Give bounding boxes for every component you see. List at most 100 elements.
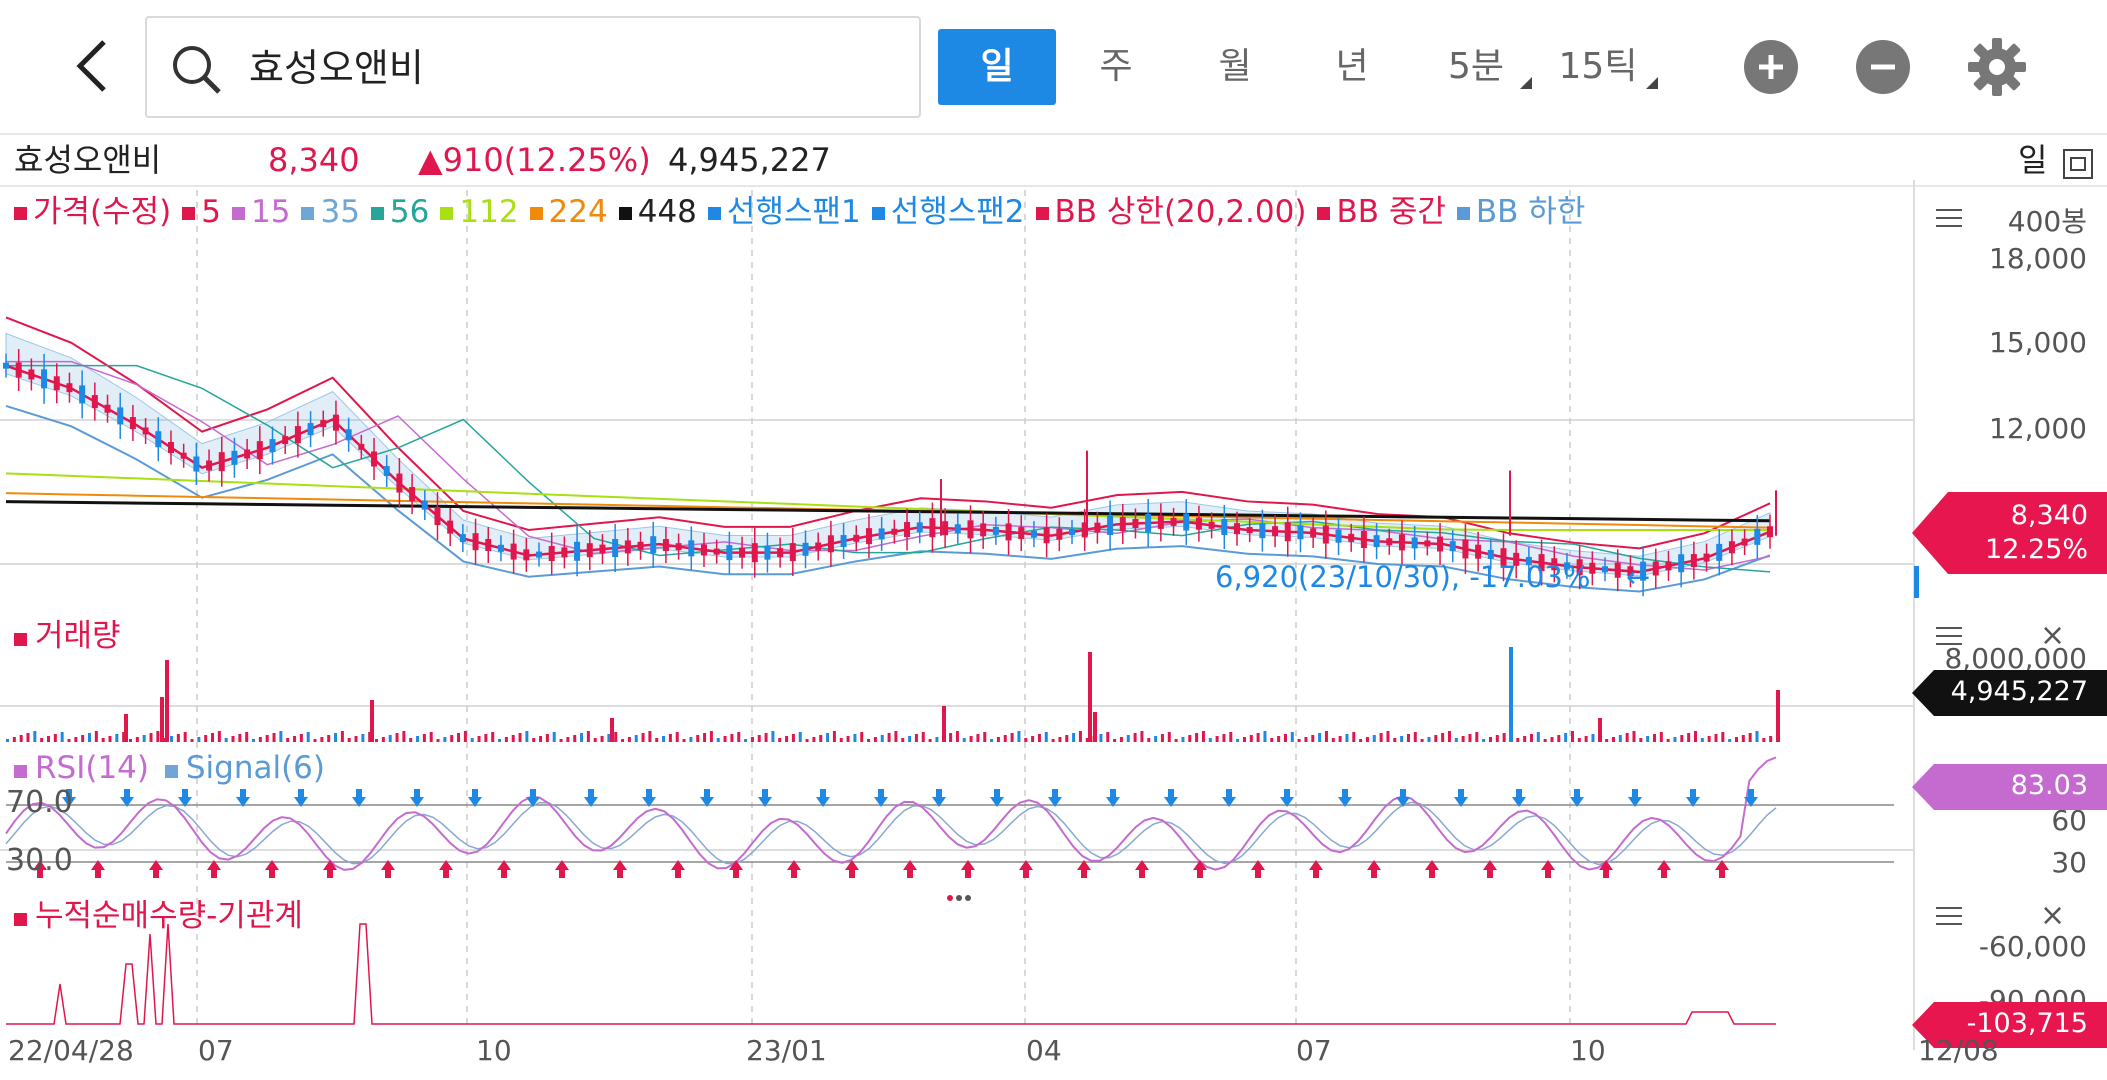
volume-bar (1639, 738, 1643, 742)
price-panel-menu-icon[interactable] (1936, 208, 1962, 228)
tab-day[interactable]: 일 (938, 29, 1056, 105)
candle-body (1602, 566, 1609, 573)
volume-bar (1632, 731, 1636, 742)
back-arrow-icon[interactable] (66, 36, 126, 96)
volume-bar (648, 731, 652, 742)
candle-body (1107, 515, 1114, 535)
legend-item: BB 하한 (1456, 190, 1585, 234)
volume-bar (224, 738, 228, 742)
sell-signal-arrow-icon (1338, 789, 1352, 807)
candle-body (1500, 548, 1507, 567)
volume-bar (272, 733, 276, 742)
volume-bar (1379, 733, 1383, 742)
candle-body (129, 417, 136, 430)
candle-body (1221, 519, 1228, 536)
volume-bar (880, 735, 884, 742)
volume-bar (6, 739, 9, 742)
volume-bar (320, 737, 324, 742)
settings-gear-icon[interactable] (1966, 36, 2028, 98)
candle-body (1069, 529, 1076, 536)
volume-bar (983, 732, 987, 742)
candle-body (992, 526, 999, 535)
candle-body (1195, 517, 1202, 530)
stock-search-field[interactable]: 효성오앤비 (145, 16, 921, 118)
volume-bar (723, 736, 727, 742)
volume-bar (1646, 736, 1650, 742)
low-price-annotation: 6,920(23/10/30), -17.03% (1215, 560, 1591, 594)
signal-legend-swatch (164, 765, 178, 778)
volume-bar (1119, 737, 1123, 742)
signal-title-text: Signal(6) (185, 750, 325, 786)
volume-bar (60, 732, 64, 742)
volume-bar (518, 733, 522, 742)
legend-label: 가격(수정) (33, 194, 172, 230)
volume-bar (839, 738, 843, 742)
candle-body (15, 362, 22, 378)
volume-bar (675, 732, 679, 742)
volume-bar (94, 731, 98, 742)
volume-bar (1304, 737, 1308, 742)
volume-bar (1051, 739, 1055, 742)
volume-bar (757, 735, 761, 742)
institution-panel-menu-icon[interactable] (1936, 906, 1962, 926)
volume-bar (1078, 731, 1082, 742)
volume-bar (1010, 733, 1014, 742)
volume-bar (1160, 734, 1164, 742)
volume-bar (969, 736, 973, 742)
legend-item: 5 (182, 190, 221, 234)
tab-15tick[interactable]: 15틱 (1548, 29, 1658, 105)
candle-body (1640, 561, 1647, 581)
volume-bar (1687, 733, 1691, 742)
volume-bar (996, 737, 1000, 742)
candle-body (650, 536, 657, 554)
volume-bar (832, 731, 836, 742)
volume-bar (279, 731, 283, 742)
institution-panel-close-icon[interactable]: × (2040, 898, 2066, 933)
tab-week[interactable]: 주 (1076, 29, 1156, 105)
volume-panel-menu-icon[interactable] (1936, 626, 1962, 646)
candle-body (472, 533, 479, 551)
volume-bar (135, 737, 139, 742)
rsi-tag-shape (1912, 764, 2107, 810)
candle-body (789, 543, 796, 562)
volume-bar (511, 735, 515, 742)
expand-toggle[interactable] (2062, 144, 2094, 179)
candle-body (155, 431, 162, 448)
candle-body (891, 528, 898, 535)
buy-signal-arrow-icon (33, 860, 47, 878)
buy-signal-arrow-icon (1599, 860, 1613, 878)
zoom-out-button[interactable] (1856, 40, 1910, 94)
buy-signal-arrow-icon (91, 860, 105, 878)
search-icon (169, 42, 225, 98)
legend-label: 56 (389, 194, 430, 230)
volume-bar (798, 732, 802, 742)
candle-body (1437, 536, 1444, 552)
volume-bar (1072, 733, 1076, 742)
volume-spike (610, 718, 614, 742)
volume-bar (347, 738, 351, 742)
volume-bar (1693, 731, 1697, 742)
volume-bar (1331, 738, 1335, 742)
candle-body (1513, 552, 1520, 566)
legend-item: 선행스팬2 (871, 190, 1025, 234)
volume-bar (81, 735, 85, 742)
legend-swatch (707, 207, 721, 220)
volume-bar (1714, 734, 1718, 742)
candle-body (434, 507, 441, 526)
candle-body (1652, 561, 1659, 576)
institution-axis-tick-1: -60,000 (1978, 930, 2087, 963)
price-chart[interactable] (0, 180, 2107, 1080)
candle-body (1525, 556, 1532, 565)
tab-year[interactable]: 년 (1312, 29, 1392, 105)
tab-month[interactable]: 월 (1195, 29, 1275, 105)
buy-signal-arrow-icon (787, 860, 801, 878)
volume-bar (1386, 731, 1390, 742)
zoom-in-button[interactable] (1744, 40, 1798, 94)
volume-bar (1222, 734, 1226, 742)
volume-panel-close-icon[interactable]: × (2040, 618, 2066, 653)
price-change: ▲910(12.25%) (418, 141, 651, 179)
sell-signal-arrow-icon (932, 789, 946, 807)
candle-body (777, 548, 784, 558)
tab-5min[interactable]: 5분 (1430, 29, 1532, 105)
volume-bar (785, 736, 789, 742)
